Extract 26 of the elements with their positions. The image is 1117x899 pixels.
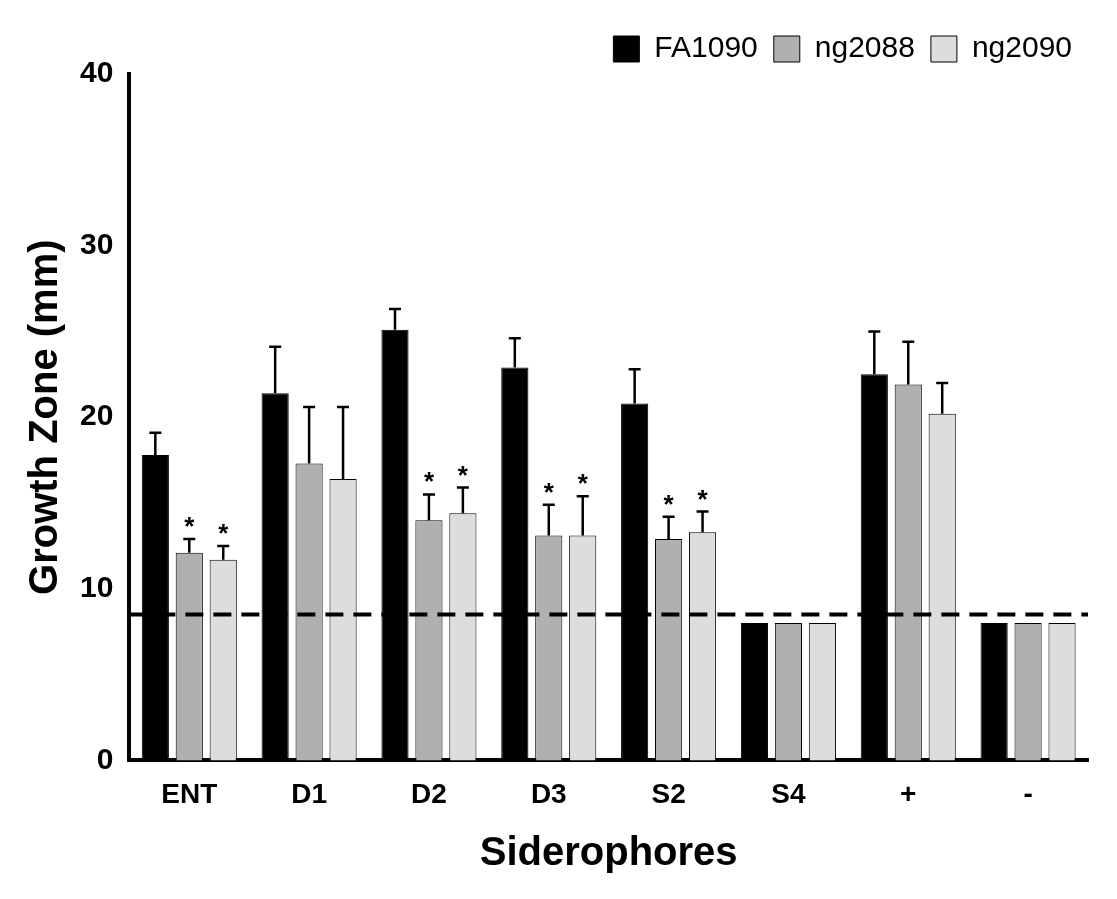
data-label: * [218, 517, 230, 548]
x-tick-label: D3 [530, 777, 567, 809]
y-tick-label: 0 [96, 741, 114, 775]
x-tick-label: D1 [291, 777, 328, 809]
legend-label: ng2090 [971, 30, 1072, 64]
legend-label: ng2088 [814, 30, 915, 64]
y-tick-label: 20 [79, 398, 114, 432]
x-tick-label: D2 [411, 777, 447, 809]
x-tick-label: - [1023, 777, 1033, 809]
data-label: * [663, 488, 675, 519]
data-label: * [184, 511, 196, 542]
x-tick-label: S2 [651, 777, 686, 809]
data-label: * [697, 483, 709, 514]
x-tick-label: S4 [771, 777, 806, 809]
legend-label: FA1090 [654, 30, 758, 64]
data-label: * [577, 468, 589, 499]
x-axis-title: Siderophores [479, 829, 738, 874]
y-tick-label: 30 [79, 226, 114, 260]
x-tick-label: + [900, 777, 917, 809]
y-tick-label: 40 [79, 55, 114, 89]
data-label: * [457, 459, 469, 490]
data-label: * [423, 466, 435, 497]
data-label: * [543, 476, 555, 507]
y-tick-label: 10 [79, 570, 114, 604]
y-axis-title: Growth Zone (mm) [21, 239, 66, 595]
x-tick-label: ENT [161, 777, 218, 809]
